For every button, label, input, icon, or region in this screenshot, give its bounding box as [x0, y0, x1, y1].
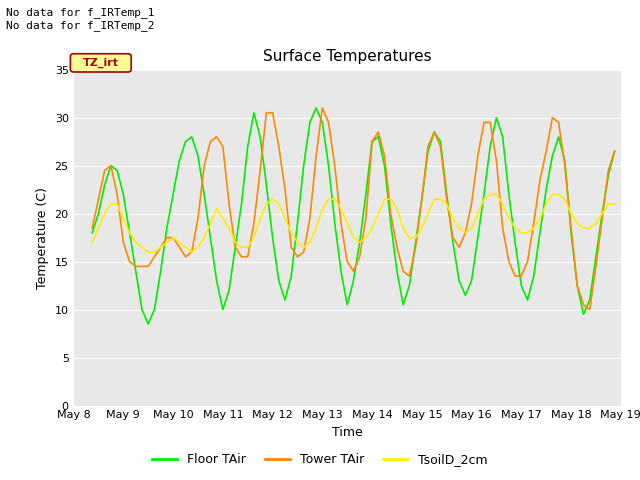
- TsoilD_2cm: [611, 201, 618, 207]
- Floor TAir: [88, 230, 96, 236]
- TsoilD_2cm: [256, 216, 264, 221]
- Legend: Floor TAir, Tower TAir, TsoilD_2cm: Floor TAir, Tower TAir, TsoilD_2cm: [147, 448, 493, 471]
- Floor TAir: [256, 134, 264, 140]
- Tower TAir: [356, 254, 364, 260]
- Tower TAir: [319, 105, 326, 111]
- X-axis label: Time: Time: [332, 426, 363, 439]
- Tower TAir: [586, 307, 593, 312]
- TsoilD_2cm: [275, 201, 283, 207]
- Line: TsoilD_2cm: TsoilD_2cm: [92, 194, 614, 252]
- Tower TAir: [269, 110, 276, 116]
- Tower TAir: [250, 220, 258, 226]
- Tower TAir: [592, 264, 600, 269]
- Tower TAir: [611, 148, 618, 154]
- Floor TAir: [250, 110, 258, 116]
- TsoilD_2cm: [88, 240, 96, 245]
- Floor TAir: [362, 192, 370, 197]
- Text: No data for f_IRTemp_1
No data for f_IRTemp_2: No data for f_IRTemp_1 No data for f_IRT…: [6, 7, 155, 31]
- Floor TAir: [145, 321, 152, 327]
- Tower TAir: [88, 225, 96, 231]
- Tower TAir: [175, 244, 183, 250]
- TsoilD_2cm: [145, 249, 152, 255]
- Floor TAir: [182, 139, 189, 144]
- Line: Tower TAir: Tower TAir: [92, 108, 614, 310]
- TsoilD_2cm: [250, 235, 258, 240]
- TsoilD_2cm: [486, 192, 494, 197]
- Text: TZ_irt: TZ_irt: [83, 58, 119, 68]
- TsoilD_2cm: [356, 240, 364, 245]
- Floor TAir: [275, 278, 283, 284]
- Title: Surface Temperatures: Surface Temperatures: [263, 49, 431, 64]
- TsoilD_2cm: [182, 244, 189, 250]
- Floor TAir: [592, 254, 600, 260]
- Floor TAir: [312, 105, 320, 111]
- TsoilD_2cm: [592, 220, 600, 226]
- Floor TAir: [611, 148, 618, 154]
- Tower TAir: [244, 254, 252, 260]
- Line: Floor TAir: Floor TAir: [92, 108, 614, 324]
- Y-axis label: Temperature (C): Temperature (C): [36, 187, 49, 288]
